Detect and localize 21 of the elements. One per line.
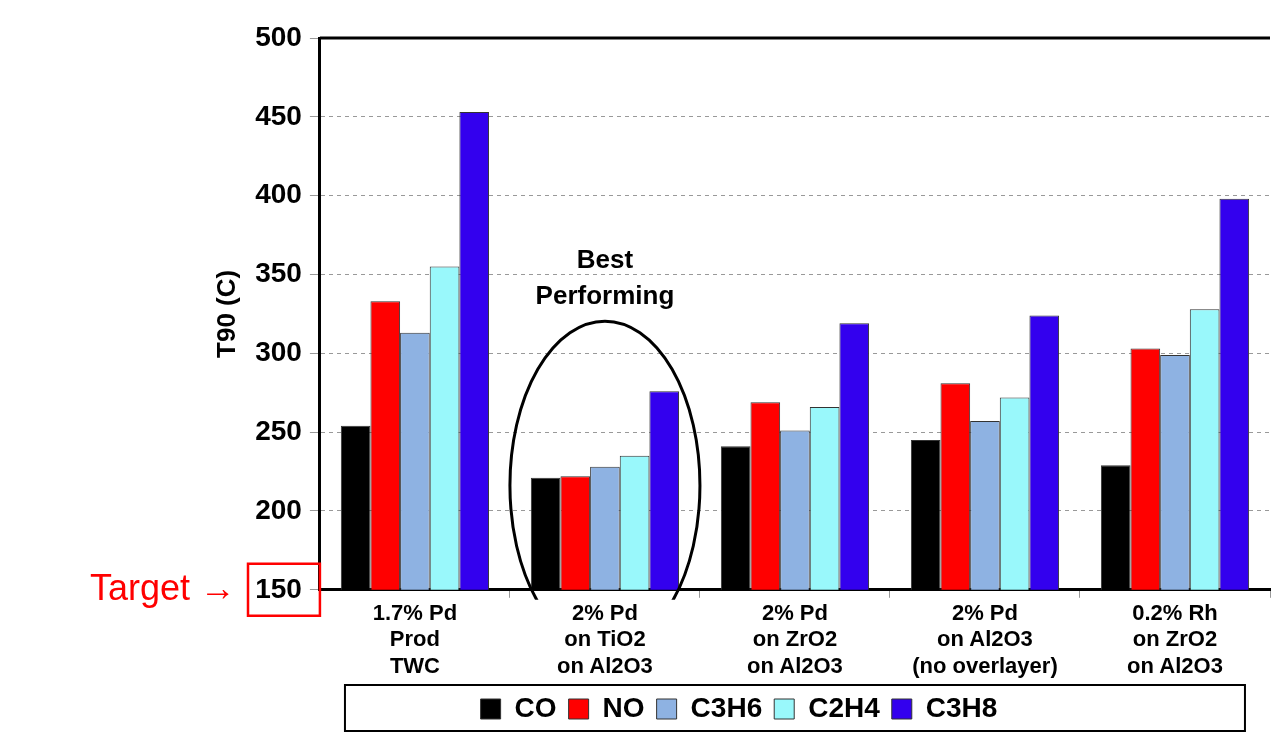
y-tick-label: 250 <box>255 414 302 446</box>
x-tick-label: 2% Pd on TiO2 on Al2O3 <box>557 600 653 678</box>
y-tick-label: 350 <box>255 257 302 289</box>
annotation: Best Performing <box>535 244 675 311</box>
y-tick-label: 300 <box>255 336 302 368</box>
y-axis-title: T90 (C) <box>210 269 241 358</box>
y-tick-label: 150 <box>255 572 302 604</box>
x-tick-label: 2% Pd on Al2O3 (no overlayer) <box>912 600 1058 678</box>
legend-label: NO <box>602 691 645 723</box>
y-tick-label: 400 <box>255 178 302 210</box>
x-tick-label: 1.7% Pd Prod TWC <box>372 600 458 678</box>
x-tick-label: 2% Pd on ZrO2 on Al2O3 <box>747 600 843 678</box>
x-tick-label: 0.2% Rh on ZrO2 on Al2O3 <box>1127 600 1223 678</box>
legend-label: C3H8 <box>925 691 998 723</box>
y-tick-label: 200 <box>255 493 302 525</box>
y-tick-label: 500 <box>255 20 302 52</box>
y-tick-label: 450 <box>255 99 302 131</box>
legend-label: CO <box>514 691 557 723</box>
text: Target → <box>89 566 236 608</box>
legend-label: C2H4 <box>808 691 881 723</box>
legend-label: C3H6 <box>690 691 763 723</box>
